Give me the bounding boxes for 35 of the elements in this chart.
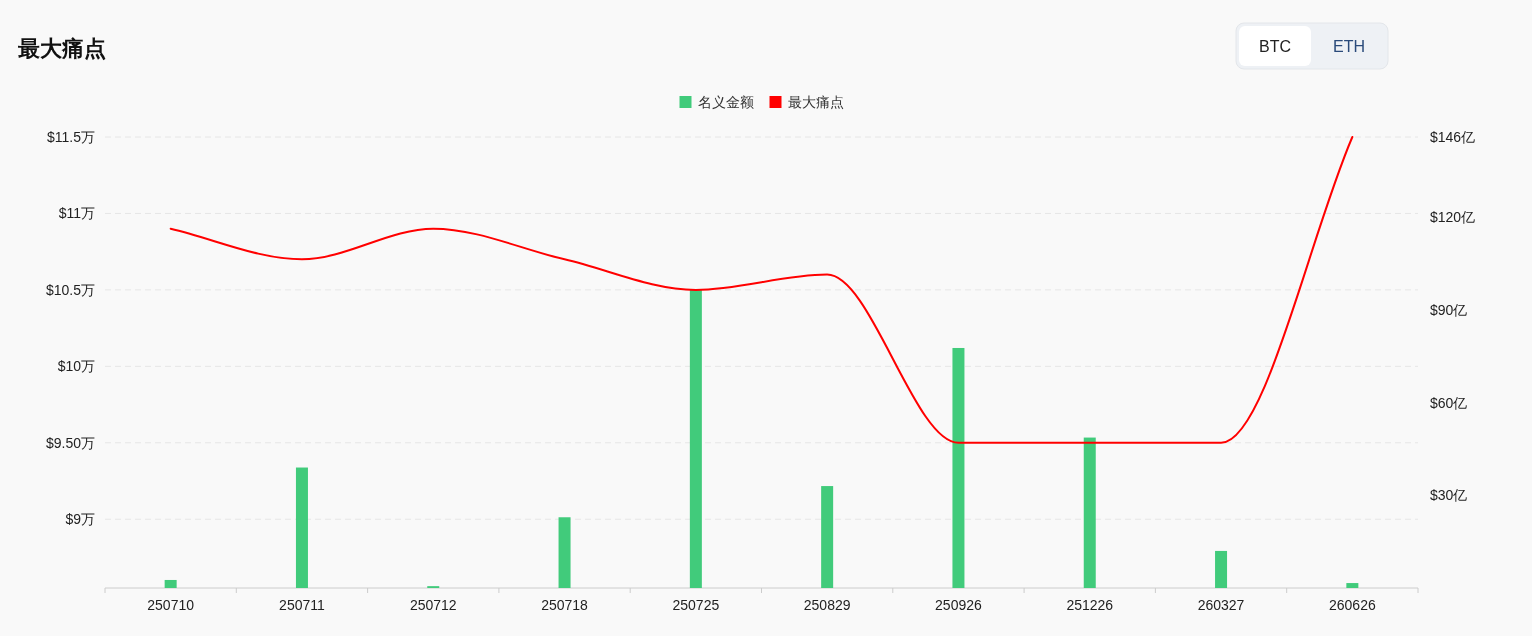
y2-tick-label: $146亿 bbox=[1430, 129, 1476, 145]
bar bbox=[1215, 550, 1228, 588]
x-tick-label: 250712 bbox=[409, 597, 457, 613]
legend-label: 名义金额 bbox=[697, 94, 754, 110]
y2-tick-label: $30亿 bbox=[1430, 487, 1468, 504]
bar bbox=[558, 517, 571, 588]
x-tick-label: 250711 bbox=[279, 597, 325, 613]
x-tick-label: 250829 bbox=[803, 597, 851, 613]
x-tick-label: 260327 bbox=[1197, 597, 1245, 613]
x-tick-label: 251226 bbox=[1066, 597, 1114, 613]
bar bbox=[164, 579, 177, 588]
bar bbox=[295, 467, 308, 588]
bar bbox=[1346, 583, 1359, 588]
legend-label: 最大痛点 bbox=[787, 94, 844, 110]
y-tick-label: $10.5万 bbox=[45, 281, 95, 298]
y-tick-label: $9万 bbox=[65, 511, 95, 528]
toggle-buttons: BTC ETH bbox=[1235, 22, 1389, 70]
bar bbox=[1083, 437, 1096, 588]
y-tick-label: $11万 bbox=[58, 205, 95, 222]
x-tick-label: 250725 bbox=[672, 597, 720, 613]
x-tick-label: 250710 bbox=[147, 597, 195, 613]
bar bbox=[689, 289, 702, 588]
y2-tick-label: $90亿 bbox=[1430, 301, 1468, 318]
x-tick-label: 250718 bbox=[541, 597, 589, 613]
chart-title: 最大痛点 bbox=[17, 36, 106, 61]
y2-tick-label: $60亿 bbox=[1430, 394, 1468, 411]
y-tick-label: $10万 bbox=[57, 358, 95, 375]
bar bbox=[821, 486, 834, 588]
bar bbox=[952, 347, 965, 588]
line-series bbox=[169, 136, 1354, 444]
x-tick-label: 260626 bbox=[1328, 597, 1376, 613]
y-tick-label: $9.50万 bbox=[45, 434, 95, 451]
x-tick-label: 250926 bbox=[935, 597, 983, 613]
y-tick-label: $11.5万 bbox=[47, 129, 95, 145]
y2-tick-label: $120亿 bbox=[1430, 209, 1476, 226]
